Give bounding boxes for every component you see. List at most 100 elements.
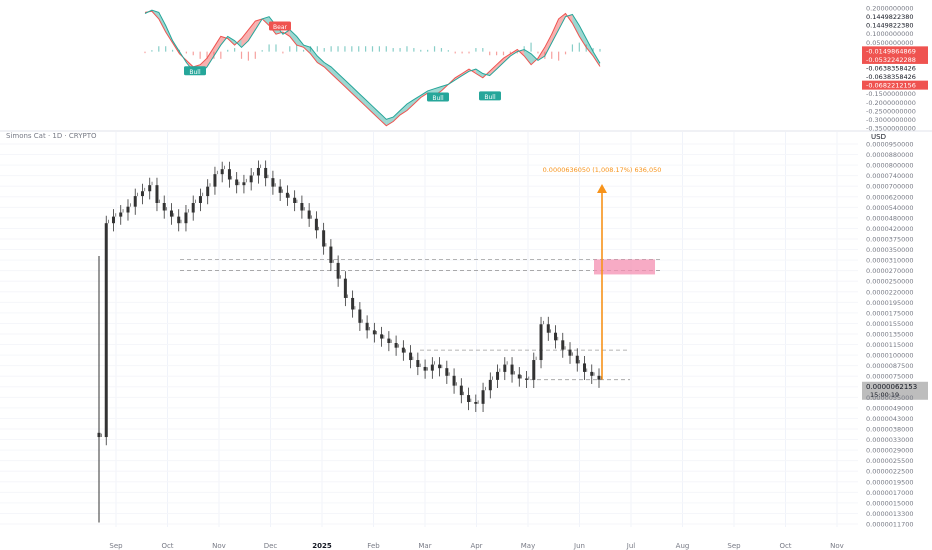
oscillator-annotations: Bull Bear Bull Bull (184, 21, 501, 102)
price-tick-label: 0.0000075000 (866, 373, 914, 381)
oscillator-main-line (144, 9, 601, 120)
price-panel: 0.0000636050 (1,008.17%) 636,050 0.00009… (0, 132, 928, 550)
oscillator-fill-segment (338, 73, 345, 87)
candle-body (539, 324, 543, 361)
candle-body (467, 395, 471, 403)
histogram-bar (427, 49, 429, 52)
candle-body (220, 169, 224, 175)
candle-body (249, 175, 253, 183)
candle-body (198, 196, 202, 204)
oscillator-fill-segment (372, 106, 380, 120)
histogram-bar (268, 44, 270, 52)
month-tick-label: Oct (779, 542, 791, 550)
oscillator-fill-segment (351, 86, 359, 100)
price-candles (97, 160, 602, 523)
histogram-bar (385, 46, 387, 52)
histogram-bar (502, 51, 505, 56)
signal-badge (269, 21, 291, 31)
candle-body (416, 360, 420, 367)
price-tick-label: 0.0000013300 (866, 510, 914, 518)
price-tick-label: 0.0000420000 (866, 225, 914, 233)
month-tick-label: Sep (109, 542, 123, 550)
candle-body (358, 309, 362, 323)
candle-body (213, 174, 217, 187)
oscillator-fill-segment (255, 18, 263, 30)
signal-badge (184, 66, 206, 76)
price-tick-label: 0.0000038000 (866, 426, 914, 434)
price-tick-label: 0.0000022500 (866, 468, 914, 476)
oscillator-fill-segment (475, 69, 483, 78)
histogram-bar (227, 49, 229, 52)
month-tick-label: Mar (418, 542, 431, 550)
price-tick-label: 0.0000310000 (866, 257, 914, 265)
candle-body (293, 197, 297, 204)
candle-body (119, 212, 123, 217)
histogram-bar (206, 51, 208, 59)
candle-body (380, 334, 384, 339)
target-zone (594, 259, 655, 275)
histogram-bar (420, 49, 422, 52)
histogram-bar (447, 50, 449, 52)
candle-body (242, 182, 246, 186)
price-tick-label: 0.0000700000 (866, 183, 914, 191)
oscillator-tick-label: -0.3000000000 (866, 116, 916, 124)
axis-price-badge (862, 54, 928, 64)
candle-body (452, 375, 456, 386)
price-tick-label: 0.0000029000 (866, 447, 914, 455)
price-tick-label: 0.0000950000 (866, 141, 914, 149)
oscillator-fill-segment (331, 66, 339, 80)
histogram-bar (378, 46, 380, 52)
price-tick-label: 0.0000620000 (866, 193, 914, 201)
month-tick-label: Oct (161, 542, 173, 550)
candle-body (474, 402, 478, 404)
price-y-axis: 0.0000950000 0.0000880000 0.0000800000 0.00… (862, 141, 928, 529)
axis-price-badge (862, 80, 928, 90)
candle-body (510, 364, 514, 375)
histogram-bar (489, 51, 491, 56)
oscillator-fill-segment (496, 58, 504, 70)
histogram-bar (302, 49, 305, 52)
oscillator-tick-label: -0.2000000000 (866, 99, 916, 107)
histogram-bar (158, 46, 160, 52)
price-tick-label: 0.0000017000 (866, 489, 914, 497)
price-tick-label: 0.0000250000 (866, 278, 914, 286)
oscillator-tick-label: -0.0638358426 (866, 65, 916, 73)
currency-label: USD (871, 133, 886, 141)
candle-body (184, 212, 188, 224)
histogram-bar (461, 51, 463, 54)
axis-badge-label: -0.0682212156 (866, 82, 916, 90)
price-tick-label: 0.0000019500 (866, 478, 914, 486)
candle-body (561, 340, 565, 350)
oscillator-fill-segment (393, 110, 401, 122)
candle-body (445, 368, 449, 376)
price-tick-label: 0.0000175000 (866, 309, 914, 317)
candle-body (365, 322, 369, 331)
month-tick-label: 2025 (312, 542, 332, 550)
price-tick-label: 0.0000015000 (866, 499, 914, 507)
oscillator-tick-label: 0.0500000000 (866, 39, 914, 47)
candle-body (126, 206, 130, 213)
candle-body (438, 364, 442, 369)
candle-body (191, 203, 195, 213)
month-tick-label: Jun (573, 542, 585, 550)
candle-body (140, 191, 144, 197)
histogram-bar (454, 51, 456, 54)
price-tick-label: 0.0000115000 (866, 341, 914, 349)
candle-body (409, 352, 413, 361)
symbol-title: Simons Cat · 1D · CRYPTO (6, 132, 97, 140)
oscillator-fill-segment (406, 99, 414, 111)
price-tick-label: 0.0000135000 (866, 331, 914, 339)
candle-body (329, 246, 333, 263)
oscillator-fill-segment (400, 104, 407, 115)
oscillator-fill-segment (586, 38, 594, 56)
projection-label: 0.0000636050 (1,008.17%) 636,050 (543, 166, 662, 174)
histogram-bar (254, 51, 256, 59)
candle-body (532, 360, 536, 380)
histogram-bar (509, 51, 511, 54)
histogram-bar (240, 51, 243, 59)
histogram-bar (578, 42, 580, 52)
bar-countdown-label: 15:00:19 (870, 391, 899, 399)
oscillator-tick-label: -0.1500000000 (866, 90, 916, 98)
candle-body (459, 385, 463, 396)
oscillator-fill-segment (544, 34, 552, 56)
